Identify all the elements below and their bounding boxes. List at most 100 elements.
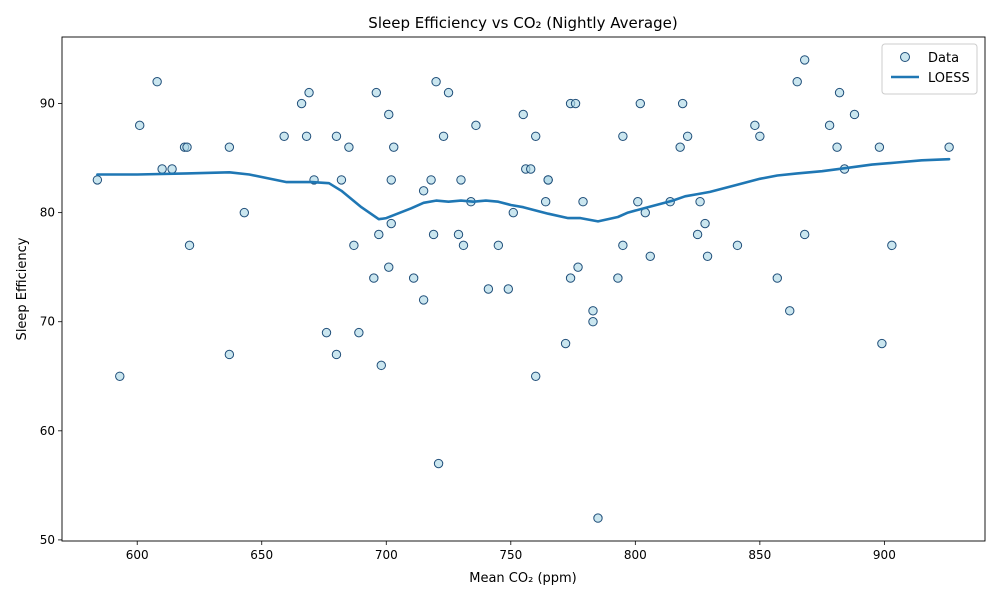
data-point bbox=[389, 142, 399, 152]
y-tick-label: 90 bbox=[40, 97, 55, 111]
x-tick-label: 900 bbox=[873, 548, 896, 562]
data-point bbox=[874, 142, 885, 152]
data-point bbox=[772, 273, 782, 283]
x-tick-label: 850 bbox=[748, 548, 771, 562]
data-point bbox=[503, 284, 514, 294]
data-point bbox=[543, 175, 553, 185]
data-point bbox=[518, 109, 528, 120]
data-point bbox=[443, 87, 454, 98]
data-points bbox=[92, 55, 954, 523]
data-point bbox=[371, 87, 382, 98]
data-point bbox=[692, 229, 703, 240]
data-point bbox=[560, 338, 571, 349]
data-point bbox=[279, 131, 289, 141]
data-point bbox=[593, 513, 603, 523]
data-point bbox=[182, 142, 192, 152]
x-tick-label: 650 bbox=[250, 548, 273, 562]
legend-label-loess: LOESS bbox=[928, 71, 970, 86]
x-tick-label: 750 bbox=[499, 548, 522, 562]
data-point bbox=[224, 349, 235, 360]
data-point bbox=[677, 98, 688, 109]
loess-line bbox=[96, 157, 951, 223]
data-point bbox=[531, 131, 541, 141]
data-point bbox=[944, 142, 954, 152]
x-axis-ticks: 600 650 700 750 800 850 900 bbox=[126, 541, 896, 562]
data-point bbox=[453, 229, 464, 240]
data-point bbox=[645, 251, 655, 261]
data-point bbox=[493, 240, 504, 251]
data-point bbox=[508, 207, 518, 218]
y-tick-label: 80 bbox=[40, 206, 55, 220]
data-point bbox=[702, 251, 713, 261]
data-point bbox=[750, 120, 760, 131]
data-point bbox=[531, 371, 541, 381]
data-point bbox=[732, 240, 743, 251]
data-point bbox=[331, 131, 342, 141]
data-point bbox=[849, 109, 860, 120]
data-point bbox=[115, 371, 125, 381]
data-point bbox=[349, 240, 359, 251]
data-point bbox=[570, 98, 581, 109]
data-point bbox=[384, 262, 394, 272]
data-point bbox=[438, 131, 449, 141]
data-point bbox=[799, 229, 810, 240]
data-point bbox=[588, 317, 598, 327]
y-tick-label: 70 bbox=[40, 315, 55, 329]
data-point bbox=[792, 77, 802, 87]
legend-label-data: Data bbox=[928, 51, 959, 66]
data-point bbox=[695, 197, 705, 207]
data-point bbox=[834, 87, 845, 98]
data-point bbox=[618, 131, 628, 141]
data-point bbox=[573, 262, 583, 272]
data-point bbox=[682, 131, 693, 141]
data-point bbox=[152, 77, 162, 87]
data-point bbox=[354, 327, 364, 338]
data-point bbox=[887, 240, 897, 251]
y-axis-label: Sleep Efficiency bbox=[15, 237, 30, 340]
data-point bbox=[456, 175, 466, 185]
data-point bbox=[426, 175, 436, 185]
data-point bbox=[824, 120, 835, 131]
data-point bbox=[304, 87, 314, 98]
data-point bbox=[224, 142, 235, 152]
data-point bbox=[675, 142, 685, 152]
data-point bbox=[336, 175, 347, 185]
data-point bbox=[301, 131, 312, 141]
data-point bbox=[418, 295, 429, 305]
data-point bbox=[135, 120, 145, 131]
data-point bbox=[618, 240, 628, 251]
data-point bbox=[369, 273, 379, 283]
data-point bbox=[239, 207, 250, 218]
y-axis-ticks: 50 60 70 80 90 bbox=[40, 97, 62, 547]
data-point bbox=[184, 240, 195, 251]
x-tick-label: 800 bbox=[624, 548, 647, 562]
data-point bbox=[613, 273, 623, 283]
x-tick-label: 700 bbox=[375, 548, 398, 562]
data-point bbox=[408, 273, 419, 283]
x-tick-label: 600 bbox=[126, 548, 149, 562]
y-tick-label: 60 bbox=[40, 424, 55, 438]
data-point bbox=[458, 240, 469, 251]
data-point bbox=[635, 98, 646, 109]
x-axis-label: Mean CO₂ (ppm) bbox=[469, 571, 577, 586]
data-point bbox=[483, 284, 494, 294]
data-point bbox=[471, 120, 481, 131]
data-point bbox=[540, 197, 551, 207]
data-point bbox=[344, 142, 354, 152]
data-point bbox=[832, 142, 842, 152]
data-point bbox=[431, 77, 441, 87]
data-point bbox=[578, 197, 588, 207]
data-point bbox=[785, 306, 795, 316]
data-point bbox=[167, 164, 177, 174]
data-point bbox=[321, 327, 332, 338]
data-point bbox=[157, 164, 167, 174]
data-point bbox=[386, 218, 396, 229]
data-point bbox=[700, 218, 710, 229]
data-point bbox=[92, 175, 103, 185]
data-point bbox=[376, 360, 386, 371]
y-tick-label: 50 bbox=[40, 533, 55, 547]
data-point bbox=[428, 229, 439, 240]
data-point bbox=[633, 197, 643, 207]
data-point bbox=[331, 349, 342, 360]
